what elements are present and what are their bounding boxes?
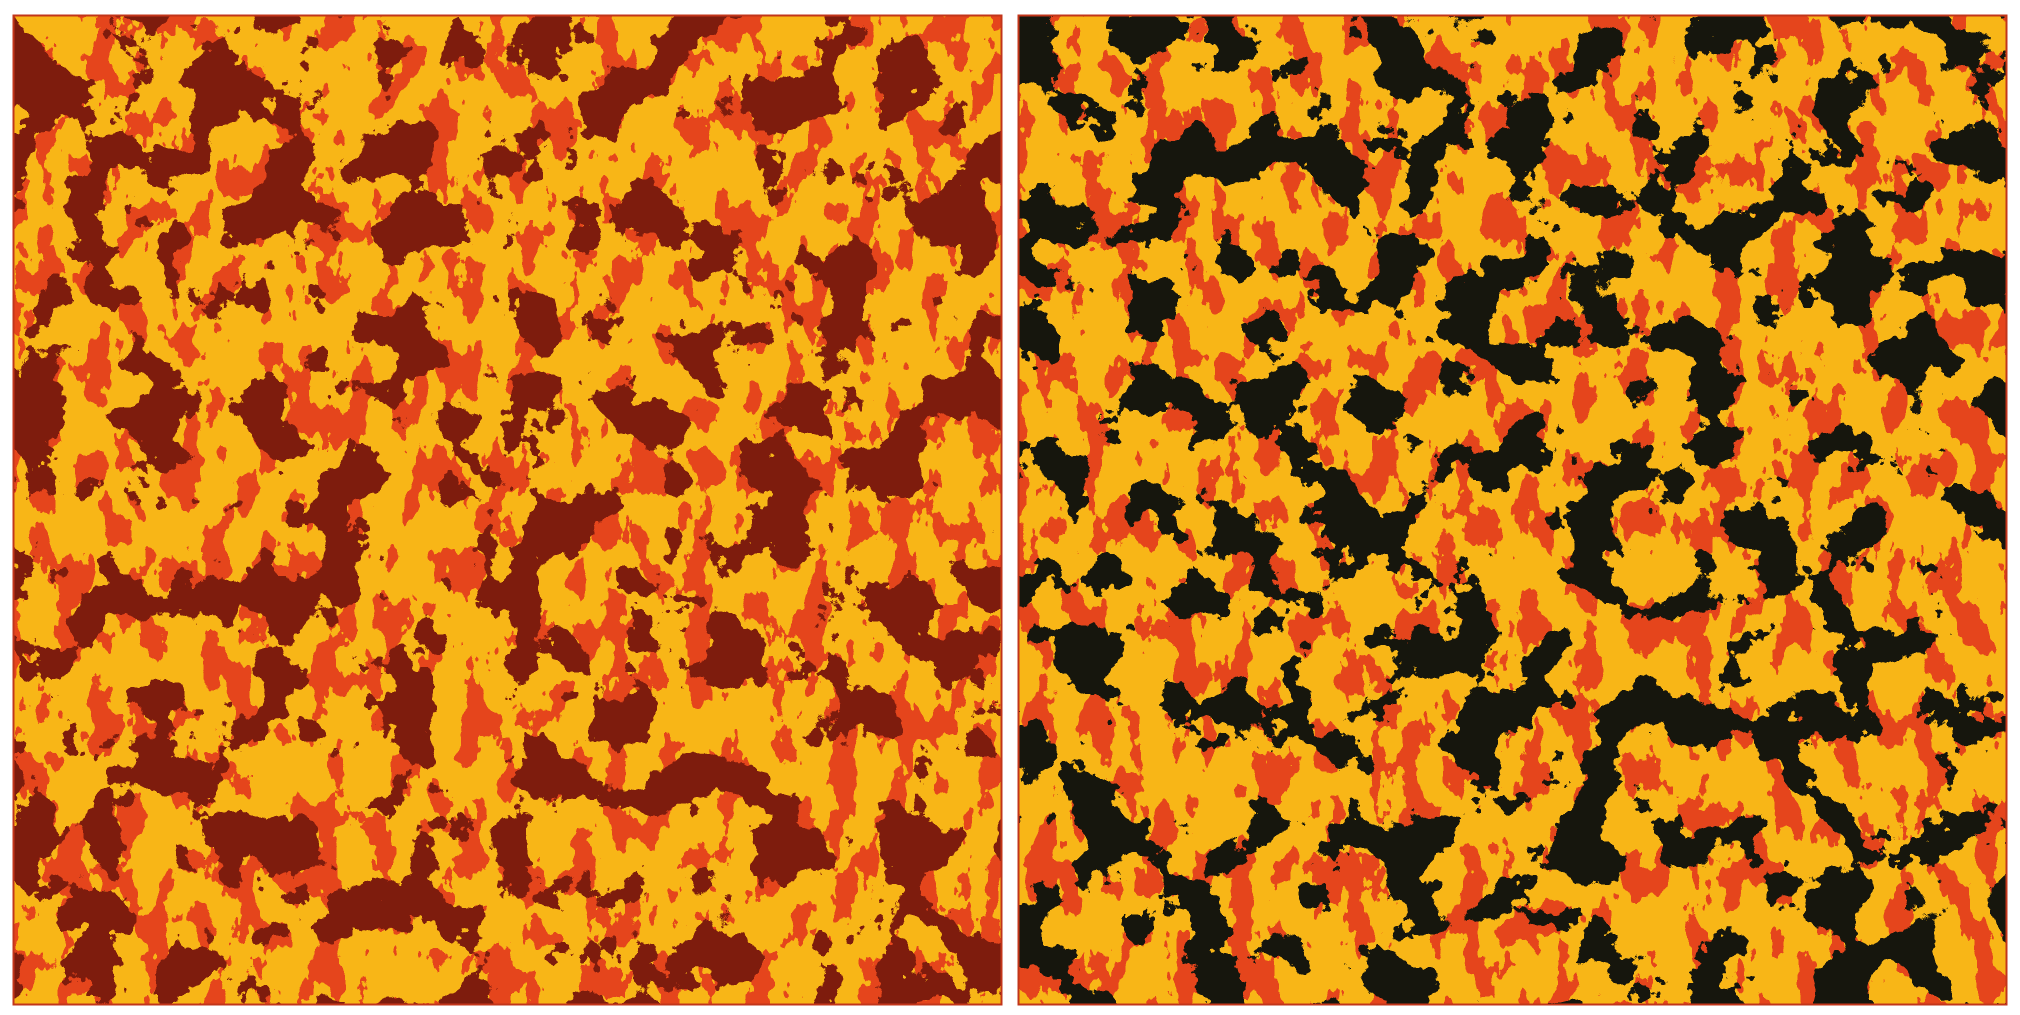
right-panel [1017,14,2008,1006]
panel-edge [1017,14,2008,1006]
dark-blotches [13,15,1002,1005]
dark-blotches [1018,15,2007,1005]
left-panel [12,14,1003,1006]
panel-edge [12,14,1003,1006]
